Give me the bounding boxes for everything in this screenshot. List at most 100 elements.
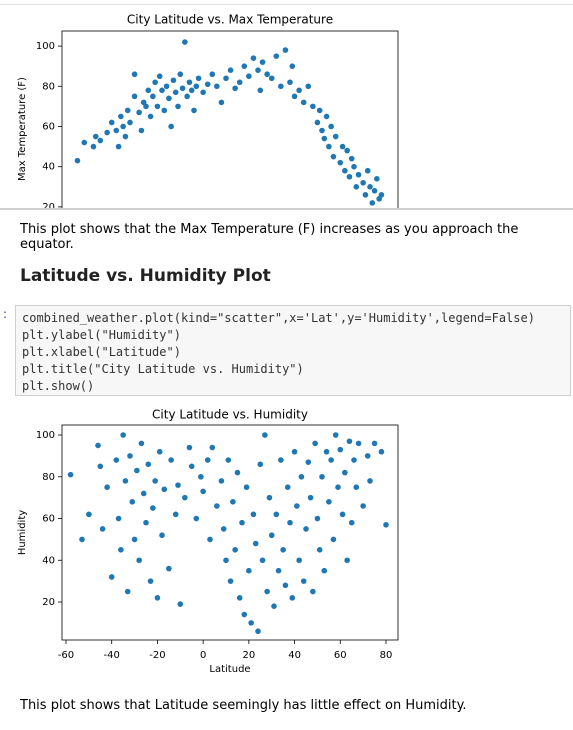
scatter-point: [179, 85, 186, 92]
scatter-point: [188, 463, 195, 470]
scatter-point: [342, 167, 348, 174]
scatter-point: [280, 547, 286, 553]
scatter-point: [319, 127, 325, 134]
plot-area: [61, 424, 399, 641]
scatter-point: [227, 67, 234, 73]
scatter-point: [250, 55, 257, 61]
scatter-point: [156, 73, 163, 80]
scatter-point: [268, 75, 275, 82]
scatter-point: [351, 457, 357, 463]
markdown-text: This plot shows that the Max Temperature…: [20, 222, 519, 252]
scatter-point: [175, 103, 181, 110]
scatter-point: [355, 440, 362, 447]
scatter-point: [150, 93, 156, 100]
scatter-point: [275, 567, 282, 574]
scatter-point: [268, 532, 275, 539]
scatter-point: [259, 557, 266, 564]
scatter-point: [118, 113, 124, 120]
scatter-point: [67, 471, 74, 478]
scatter-point: [328, 123, 334, 130]
scatter-point: [239, 519, 245, 526]
scatter-point: [246, 567, 252, 574]
scatter-point: [161, 107, 168, 114]
scatter-point: [175, 482, 181, 488]
scatter-point: [278, 457, 284, 463]
scatter-point: [323, 448, 330, 455]
scatter-point: [323, 113, 330, 120]
scatter-point: [305, 83, 312, 90]
scatter-point: [168, 123, 174, 130]
scatter-point: [92, 133, 99, 140]
scatter-point: [321, 135, 328, 142]
scatter-point: [307, 494, 314, 501]
scatter-point: [154, 595, 161, 601]
scatter-point: [159, 532, 165, 539]
x-tick-label: 0: [200, 650, 206, 661]
x-tick-label: -40: [104, 650, 120, 661]
scatter-point: [182, 39, 188, 45]
scatter-point: [344, 147, 350, 154]
scatter-point: [177, 71, 184, 78]
y-tick-label: 40: [42, 555, 55, 566]
scatter-point: [346, 438, 353, 445]
scatter-point: [353, 484, 360, 491]
y-tick-label: 100: [36, 430, 55, 441]
code-line: combined_weather.plot(kind="scatter",x='…: [22, 311, 535, 325]
scatter-point: [289, 63, 296, 69]
scatter-point: [255, 67, 261, 73]
scatter-point: [344, 557, 350, 564]
scatter-point: [108, 119, 115, 126]
scatter-point: [154, 103, 161, 110]
scatter-point: [131, 71, 138, 78]
scatter-point: [140, 490, 147, 497]
scatter-point: [353, 183, 360, 190]
scatter-point: [339, 143, 346, 150]
scatter-point: [362, 192, 369, 198]
scatter-point: [113, 127, 120, 134]
scatter-point: [273, 511, 280, 518]
scatter-point: [291, 93, 298, 100]
y-tick-label: 80: [42, 81, 55, 92]
scatter-point: [378, 448, 385, 455]
scatter-point: [287, 79, 293, 86]
x-tick-label: 60: [334, 650, 347, 661]
scatter-point: [298, 473, 305, 480]
scatter-point: [374, 175, 380, 182]
scatter-point: [294, 503, 300, 509]
scatter-point: [223, 75, 229, 82]
plot-area: [61, 30, 399, 208]
y-tick-label: 100: [36, 41, 55, 52]
scatter-point: [204, 457, 211, 463]
y-tick-label: 20: [42, 202, 55, 208]
scatter-point: [90, 143, 97, 150]
scatter-point: [367, 183, 373, 190]
humidity-chart: City Latitude vs. Humidity 100 80 60 40 20 -60…: [17, 408, 399, 675]
scatter-point: [314, 515, 321, 522]
scatter-point: [79, 536, 85, 543]
scatter-point: [159, 87, 165, 94]
scatter-point: [316, 547, 323, 553]
code-cell[interactable]: combined_weather.plot(kind="scatter",x='…: [15, 305, 571, 396]
scatter-point: [326, 143, 332, 150]
scatter-point: [166, 565, 172, 572]
y-tick-label: 60: [42, 121, 55, 132]
scatter-point: [250, 511, 257, 518]
scatter-point: [184, 93, 190, 100]
scatter-point: [193, 83, 200, 90]
scatter-point: [97, 463, 104, 470]
scatter-point: [264, 71, 270, 78]
scatter-point: [369, 200, 376, 206]
scatter-point: [156, 448, 163, 455]
y-tick-label: 60: [42, 514, 55, 525]
scatter-point: [218, 478, 225, 484]
scatter-point: [74, 157, 81, 164]
scatter-point: [378, 192, 385, 198]
code-line: plt.xlabel("Latitude"): [22, 345, 181, 359]
scatter-point: [339, 511, 346, 518]
scatter-point: [330, 536, 337, 543]
scatter-point: [214, 503, 220, 509]
scatter-point: [259, 59, 266, 65]
x-tick-label: -20: [149, 650, 165, 661]
scatter-point: [316, 107, 323, 114]
scatter-point: [124, 107, 131, 114]
